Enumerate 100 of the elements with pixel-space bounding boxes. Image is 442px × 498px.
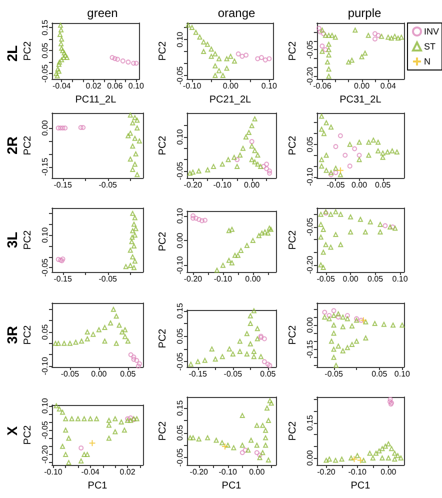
point bbox=[208, 54, 214, 59]
point bbox=[60, 444, 66, 449]
point bbox=[244, 52, 249, 58]
point bbox=[56, 68, 62, 74]
point bbox=[388, 396, 393, 402]
point bbox=[62, 340, 67, 346]
y-tick-label: 0.10 bbox=[176, 128, 184, 145]
point bbox=[58, 27, 64, 32]
point bbox=[196, 168, 202, 174]
point bbox=[356, 456, 364, 464]
point bbox=[110, 54, 115, 60]
point bbox=[134, 60, 139, 66]
point bbox=[73, 340, 78, 345]
point bbox=[209, 346, 214, 352]
point bbox=[338, 212, 344, 217]
point bbox=[254, 442, 260, 448]
x-axis-title: PC31_2L bbox=[340, 94, 382, 106]
y-tick-label: 0.15 bbox=[40, 19, 50, 36]
point bbox=[392, 450, 398, 456]
point bbox=[196, 436, 202, 442]
y-tick-label: -0.05 bbox=[305, 40, 314, 59]
point bbox=[130, 234, 135, 240]
point bbox=[190, 25, 195, 30]
point bbox=[128, 156, 133, 162]
y-tick-label: 0.10 bbox=[40, 226, 50, 243]
point bbox=[333, 144, 338, 150]
point bbox=[232, 58, 237, 64]
point bbox=[125, 338, 130, 344]
point bbox=[249, 123, 254, 128]
point bbox=[350, 342, 355, 347]
point bbox=[320, 44, 325, 49]
point bbox=[326, 47, 332, 52]
point bbox=[110, 306, 116, 312]
point bbox=[131, 60, 136, 66]
point bbox=[374, 450, 379, 456]
point bbox=[350, 456, 358, 463]
point bbox=[187, 170, 192, 176]
x-tick-label: -0.20 bbox=[184, 180, 203, 190]
point bbox=[130, 228, 136, 234]
point bbox=[136, 364, 141, 369]
point bbox=[234, 164, 240, 169]
point bbox=[378, 222, 383, 227]
point bbox=[319, 164, 324, 169]
point bbox=[258, 164, 264, 169]
point bbox=[352, 28, 358, 33]
point bbox=[188, 435, 193, 440]
point bbox=[202, 358, 208, 363]
point bbox=[328, 124, 334, 130]
x-tick-label: 0.02 bbox=[120, 468, 136, 476]
point bbox=[347, 164, 352, 169]
x-tick-label: -0.05 bbox=[316, 274, 336, 284]
point bbox=[260, 422, 266, 428]
point bbox=[328, 172, 334, 178]
point bbox=[392, 456, 398, 462]
point bbox=[137, 361, 142, 366]
y-tick-label: 0.00 bbox=[176, 232, 184, 248]
point bbox=[56, 406, 62, 412]
point bbox=[316, 26, 322, 31]
point bbox=[360, 316, 367, 324]
x-tick-label: -0.05 bbox=[324, 370, 344, 378]
point bbox=[350, 323, 355, 328]
point bbox=[106, 436, 112, 441]
point bbox=[60, 48, 66, 54]
point bbox=[318, 212, 324, 217]
point bbox=[122, 327, 128, 332]
point bbox=[199, 218, 204, 224]
point bbox=[128, 248, 133, 253]
point bbox=[333, 170, 338, 176]
point bbox=[190, 435, 196, 440]
point bbox=[331, 354, 336, 360]
point bbox=[264, 162, 270, 167]
point bbox=[376, 148, 381, 154]
point bbox=[62, 126, 68, 131]
x-tick-label: -0.10 bbox=[348, 468, 368, 476]
point bbox=[82, 416, 87, 422]
point bbox=[344, 312, 350, 318]
y-axis-title: PC2 bbox=[158, 135, 169, 156]
x-tick-label: -0.10 bbox=[182, 82, 202, 91]
point bbox=[267, 170, 272, 176]
point bbox=[234, 157, 240, 162]
x-tick-label: 0.02 bbox=[86, 82, 102, 91]
point bbox=[62, 52, 68, 58]
point bbox=[262, 359, 267, 364]
point bbox=[358, 216, 363, 222]
point bbox=[380, 154, 386, 160]
x-tick-label: 0.10 bbox=[128, 82, 145, 91]
point bbox=[132, 215, 138, 220]
point bbox=[59, 36, 64, 42]
point bbox=[224, 56, 230, 62]
point bbox=[56, 256, 61, 262]
point bbox=[238, 248, 244, 253]
point bbox=[131, 265, 136, 270]
y-tick-label: 0.05 bbox=[40, 324, 50, 340]
point bbox=[84, 452, 90, 457]
point bbox=[226, 346, 232, 352]
point bbox=[340, 348, 346, 354]
point bbox=[220, 162, 225, 167]
point bbox=[359, 54, 364, 60]
point bbox=[128, 262, 133, 268]
y-tick-label: 0.00 bbox=[305, 316, 314, 333]
